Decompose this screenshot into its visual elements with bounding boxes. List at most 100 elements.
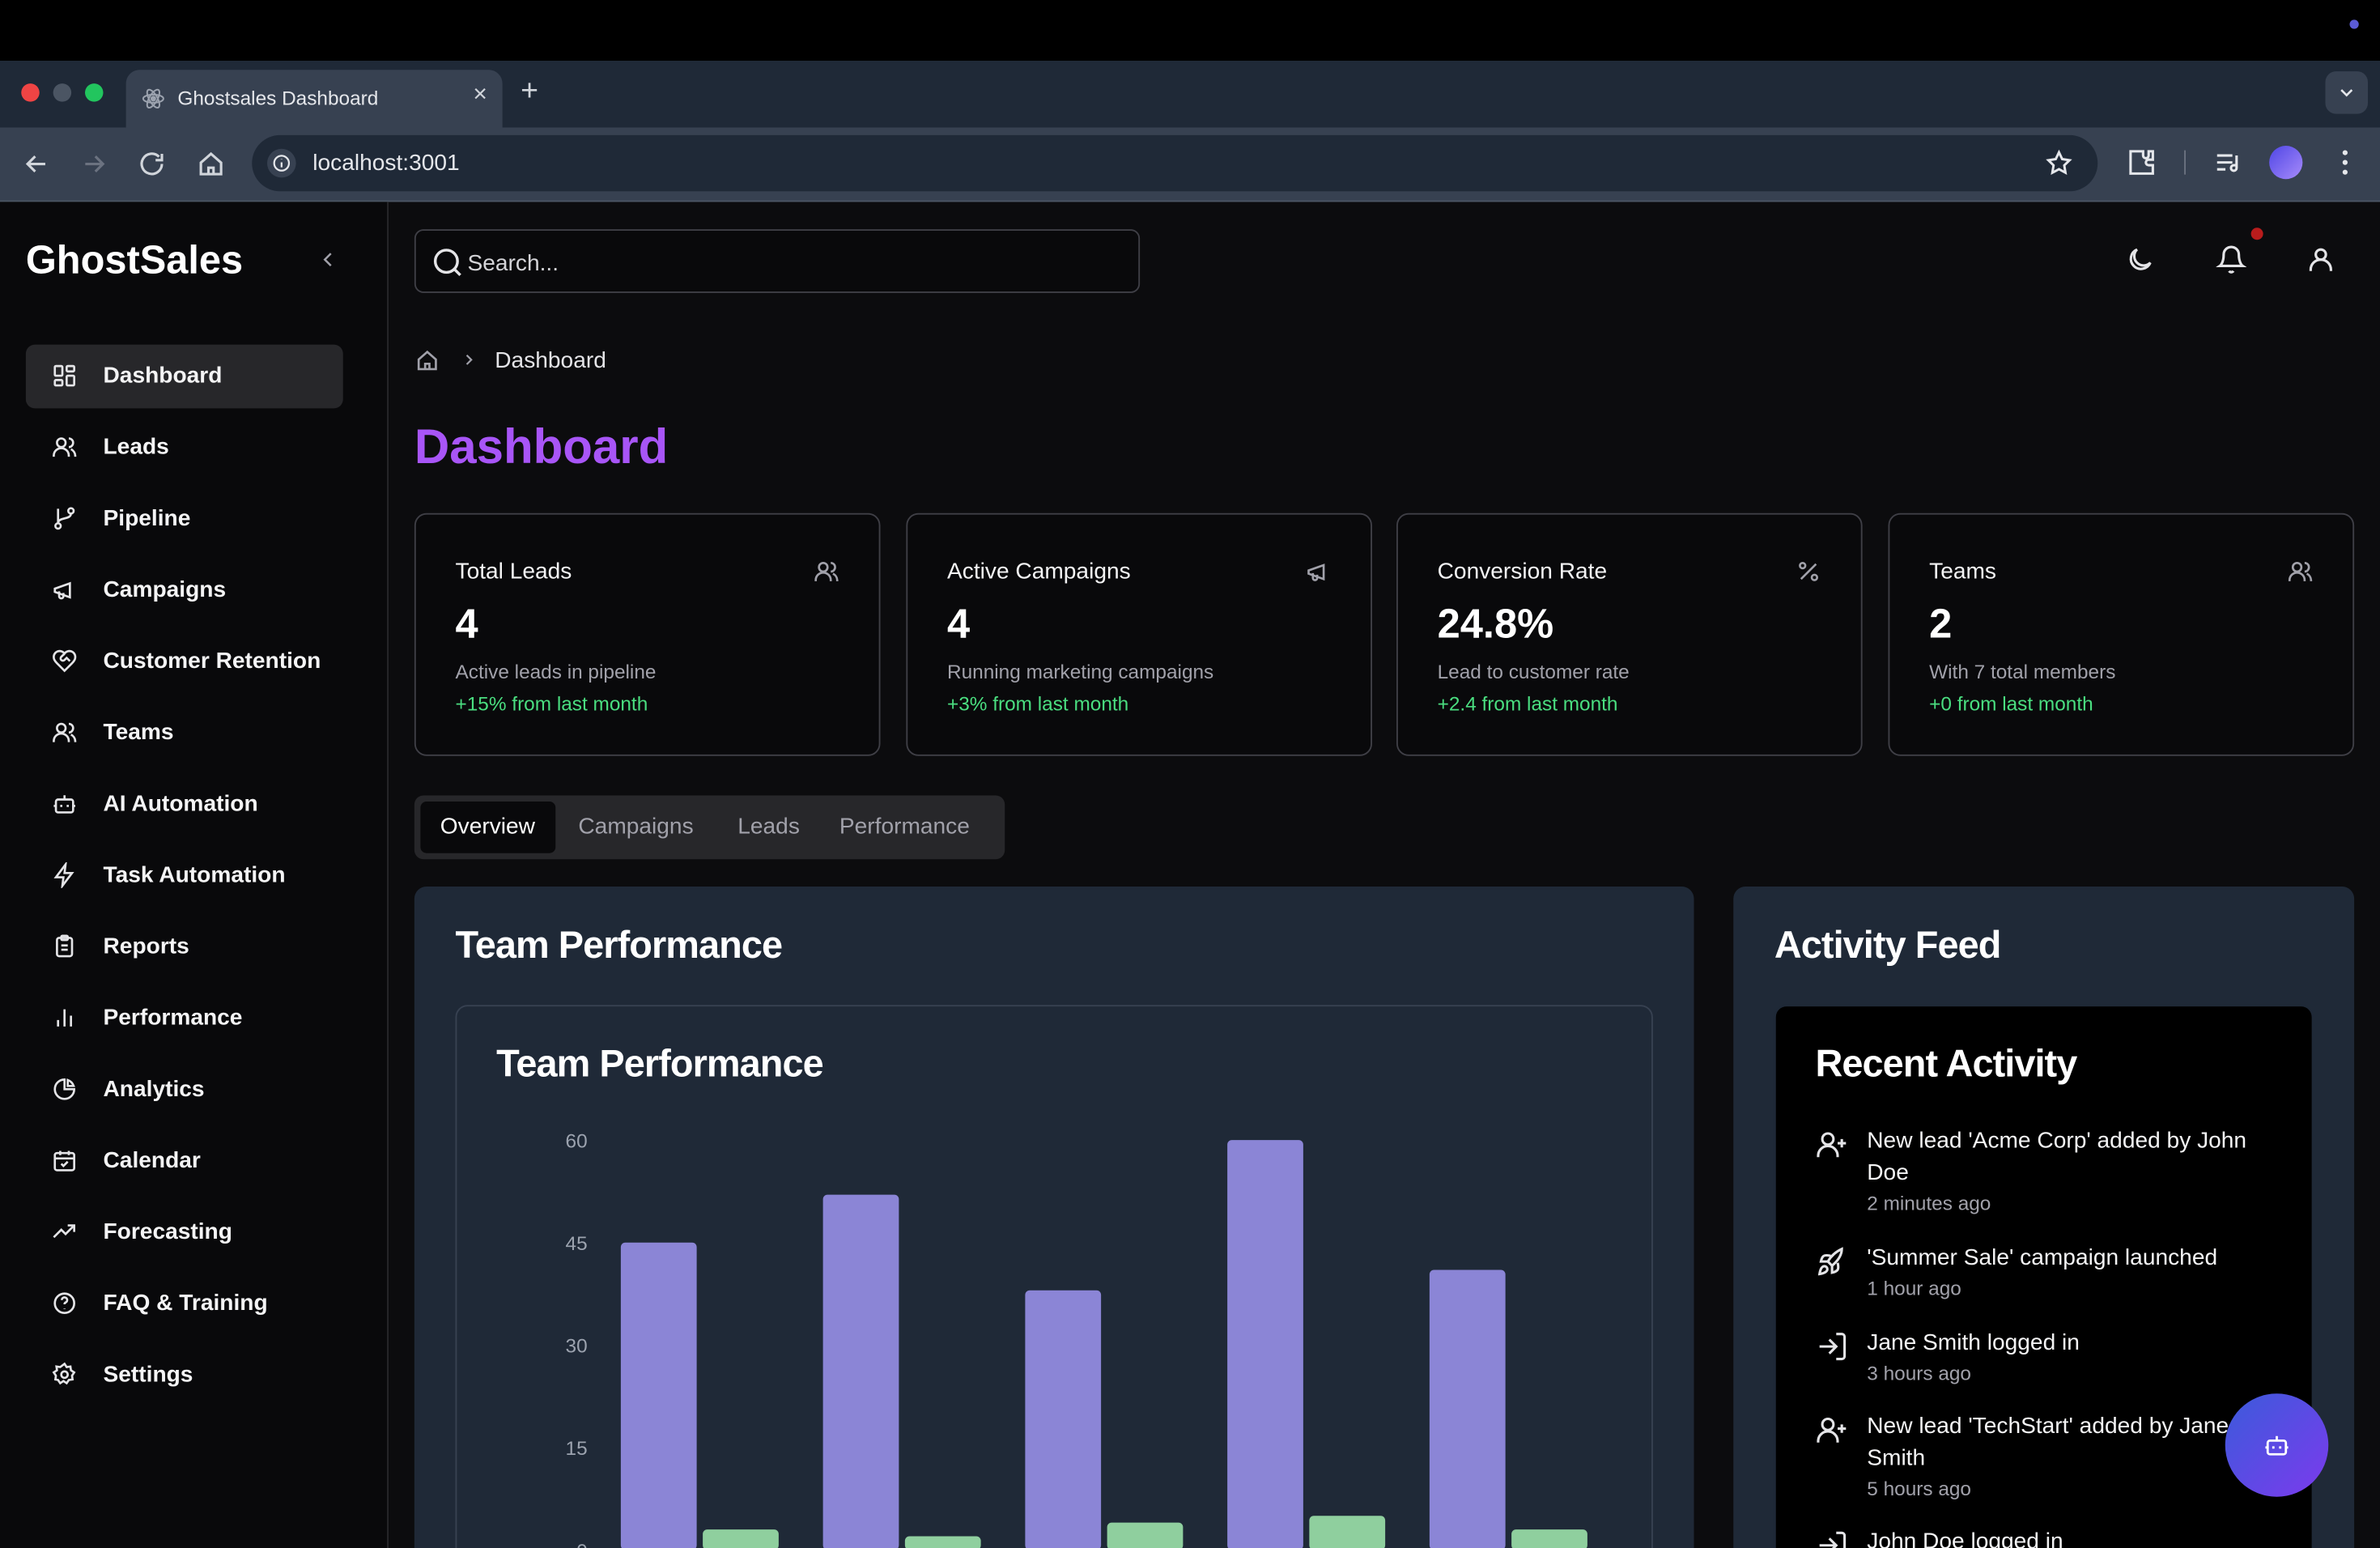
chart-bar[interactable] [822,1194,899,1548]
chart-bar[interactable] [1107,1522,1184,1548]
close-window-button[interactable] [21,83,40,102]
sidebar-item-label: Task Automation [103,862,286,888]
media-controls-icon[interactable] [2212,146,2245,179]
more-menu-icon[interactable] [2328,146,2361,179]
tab-performance[interactable]: Performance [839,814,970,840]
bookmark-star-icon[interactable] [2045,149,2074,178]
heart-handshake-icon [53,649,77,673]
bell-icon[interactable] [2216,245,2247,275]
status-dot [2349,19,2359,29]
chart-bar[interactable] [703,1529,779,1548]
new-tab-button[interactable]: + [521,74,539,108]
chevron-right-icon [465,354,473,365]
stat-delta: +0 from last month [1929,692,2093,716]
chevron-down-icon [2340,89,2353,97]
sidebar-item-leads[interactable]: Leads [26,416,343,480]
search-input[interactable] [467,244,1105,281]
tab-search-button[interactable] [2325,71,2368,114]
tab-campaigns[interactable]: Campaigns [578,814,694,840]
sidebar-item-reports[interactable]: Reports [26,916,343,980]
breadcrumb-current: Dashboard [495,347,606,374]
home-icon[interactable] [414,347,440,373]
bot-icon [53,795,75,814]
sidebar-item-label: Calendar [103,1147,201,1174]
activity-time: 5 hours ago [1867,1477,1972,1500]
sidebar-item-dashboard[interactable]: Dashboard [25,344,343,409]
reload-icon[interactable] [137,149,168,180]
git-branch-icon [54,507,75,530]
sidebar-item-analytics[interactable]: Analytics [26,1058,343,1122]
users-icon [2288,561,2313,581]
search-box[interactable] [414,229,1141,293]
ai-assistant-button[interactable] [2225,1393,2329,1497]
activity-text: New lead 'TechStart' added by Jane Smith [1867,1413,2229,1471]
search-icon [433,249,461,277]
tab-overview[interactable]: Overview [420,802,555,853]
url-text[interactable]: localhost:3001 [312,150,460,176]
sidebar-item-label: Leads [103,434,169,461]
site-info-icon[interactable] [267,148,296,178]
brand-logo[interactable]: GhostSales [25,236,244,283]
sidebar-item-forecasting[interactable]: Forecasting [26,1201,343,1265]
chart-bar[interactable] [1429,1269,1506,1548]
menu-bar [0,0,2380,61]
percent-icon [1799,561,1819,581]
chart-bar[interactable] [1511,1529,1587,1548]
minimize-window-button[interactable] [53,83,72,102]
sidebar-item-performance[interactable]: Performance [26,987,343,1051]
users-icon [53,437,77,457]
chart-bar[interactable] [1025,1290,1102,1548]
chart-title: Team Performance [496,1043,824,1086]
chart-bar[interactable] [1227,1140,1303,1548]
back-icon[interactable] [21,149,52,180]
sidebar-item-task-automation[interactable]: Task Automation [26,844,343,908]
y-tick-label: 45 [566,1233,588,1255]
stat-description: Running marketing campaigns [947,660,1214,683]
stat-value: 24.8% [1437,601,1554,647]
y-tick-label: 30 [566,1336,588,1358]
moon-icon[interactable] [2125,245,2156,275]
chart-bar[interactable] [904,1536,981,1548]
layout-dashboard-icon [53,364,75,387]
sidebar: GhostSales Dashboard Leads Pipeline Camp… [0,202,389,1548]
calendar-icon [53,1150,75,1172]
rocket-icon [1817,1247,1843,1276]
sidebar-item-ai-automation[interactable]: AI Automation [26,772,343,836]
dashboard-tabs: Overview Campaigns Leads Performance [414,795,1005,860]
sidebar-item-pipeline[interactable]: Pipeline [26,487,343,551]
forward-icon[interactable] [79,149,110,180]
home-icon[interactable] [196,149,227,180]
browser-tab[interactable]: Ghostsales Dashboard × [125,70,503,128]
sidebar-item-label: Performance [103,1005,243,1031]
help-circle-icon [53,1292,75,1314]
stat-description: Active leads in pipeline [455,660,657,683]
address-bar[interactable]: localhost:3001 [252,134,2098,192]
extensions-icon[interactable] [2125,146,2158,179]
stat-description: Lead to customer rate [1437,660,1630,683]
sidebar-item-customer-retention[interactable]: Customer Retention [26,630,343,694]
tab-leads[interactable]: Leads [737,814,800,840]
stat-value: 2 [1929,601,1953,647]
sidebar-item-label: Campaigns [103,576,227,603]
stat-title: Teams [1929,559,1996,585]
log-in-icon [1819,1333,1847,1361]
tab-close-icon[interactable]: × [473,82,487,108]
sidebar-item-teams[interactable]: Teams [26,701,343,765]
chart-bar[interactable] [1309,1516,1386,1548]
react-icon [142,88,164,108]
user-icon[interactable] [2306,245,2336,275]
sidebar-item-settings[interactable]: Settings [26,1343,343,1407]
sidebar-item-faq-training[interactable]: FAQ & Training [26,1272,343,1336]
profile-avatar[interactable] [2269,146,2303,180]
sidebar-item-calendar[interactable]: Calendar [26,1129,343,1193]
sidebar-item-campaigns[interactable]: Campaigns [26,559,343,623]
stat-title: Conversion Rate [1437,559,1608,585]
stat-delta: +2.4 from last month [1437,692,1618,716]
maximize-window-button[interactable] [85,83,104,102]
chart-bar[interactable] [620,1242,697,1548]
users-icon [814,561,839,581]
stat-title: Total Leads [455,559,572,585]
settings-icon [52,1362,76,1385]
collapse-sidebar-icon[interactable] [316,248,340,272]
trending-up-icon [53,1224,75,1239]
